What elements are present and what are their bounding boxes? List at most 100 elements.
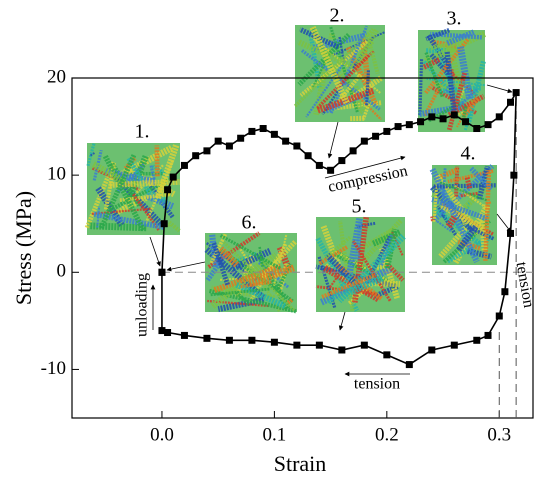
fiber [361, 103, 371, 120]
pointer [149, 236, 161, 267]
fiber [325, 218, 403, 301]
pointer [486, 84, 513, 94]
data-point [180, 161, 188, 169]
y-tick-label: 20 [47, 66, 66, 87]
data-point [473, 336, 481, 344]
fiber [211, 241, 230, 286]
data-point [495, 113, 503, 121]
inset-image [84, 142, 181, 235]
plot-area: 0.0 0.1 0.2 0.3 -10 0 10 20 [41, 66, 533, 445]
fiber [321, 272, 376, 299]
data-point [439, 115, 447, 123]
fiber [98, 153, 137, 230]
arrows [149, 84, 513, 377]
fiber [418, 59, 424, 116]
x-tick-label: 0.3 [487, 424, 511, 445]
annotation: 1. [135, 121, 150, 143]
data-point [383, 351, 391, 359]
fiber [272, 234, 288, 286]
fiber [276, 263, 292, 290]
pointer [327, 121, 339, 159]
annotation: 4. [461, 143, 476, 165]
fiber [445, 214, 458, 229]
data-point [203, 147, 211, 155]
data-point [225, 336, 233, 344]
fiber [453, 166, 460, 197]
annotation: 2. [330, 5, 345, 27]
annotation: tension [354, 376, 400, 393]
data-point [259, 125, 267, 133]
fiber [324, 235, 352, 260]
pointer [496, 213, 512, 233]
data-point [192, 152, 200, 160]
fiber [311, 57, 328, 88]
data-point [428, 346, 436, 354]
data-point [225, 142, 233, 150]
data-point [270, 338, 278, 346]
data-point [164, 186, 172, 194]
data-point [315, 341, 323, 349]
fiber [126, 157, 151, 193]
fiber [315, 237, 360, 312]
data-point [338, 346, 346, 354]
fiber [300, 49, 381, 111]
fiber [479, 220, 488, 251]
fiber [371, 229, 402, 247]
fiber [334, 250, 395, 285]
pointer [166, 261, 206, 272]
fiber [285, 298, 294, 306]
data-point [417, 118, 425, 126]
data-point [158, 327, 166, 335]
data-point [405, 121, 413, 129]
fiber [329, 25, 369, 114]
fiber [368, 262, 386, 271]
fiber [211, 285, 275, 301]
fiber [144, 188, 169, 204]
data-point [510, 171, 518, 179]
fiber [316, 87, 375, 114]
fiber [440, 202, 485, 232]
fiber [431, 196, 489, 222]
fiber [154, 144, 180, 200]
fiber [240, 280, 272, 289]
x-tick-label: 0.2 [375, 424, 399, 445]
fiber [426, 77, 485, 87]
data-point [248, 127, 256, 135]
fiber [109, 178, 180, 188]
x-tick-label: 0.0 [150, 424, 174, 445]
fiber [432, 174, 439, 223]
data-point [462, 118, 470, 126]
fiber [429, 53, 450, 76]
fiber [235, 291, 251, 307]
inset-image [293, 25, 385, 122]
fiber [316, 54, 370, 110]
fiber [145, 193, 175, 210]
fiber [441, 214, 445, 219]
data-point [507, 98, 515, 106]
fiber [332, 249, 397, 289]
inset-image [315, 216, 406, 312]
fiber [209, 287, 270, 297]
fiber [102, 154, 146, 232]
fiber [247, 264, 295, 288]
data-point [338, 157, 346, 165]
data-point [394, 123, 402, 131]
data-point [495, 312, 503, 320]
annotation: compression [327, 162, 410, 195]
fiber [467, 225, 495, 241]
fiber [461, 106, 468, 119]
fiber [444, 51, 457, 114]
fiber [154, 145, 160, 177]
fiber [429, 38, 463, 51]
fiber [446, 29, 475, 46]
fiber [335, 73, 363, 105]
y-tick-label: 10 [47, 164, 66, 185]
data-point [270, 130, 278, 138]
data-point [282, 137, 290, 145]
inset-image [429, 164, 497, 265]
fiber [205, 251, 229, 282]
data-point [450, 341, 458, 349]
direction-arrow [324, 155, 406, 179]
fiber [346, 75, 383, 103]
fiber [86, 142, 96, 167]
